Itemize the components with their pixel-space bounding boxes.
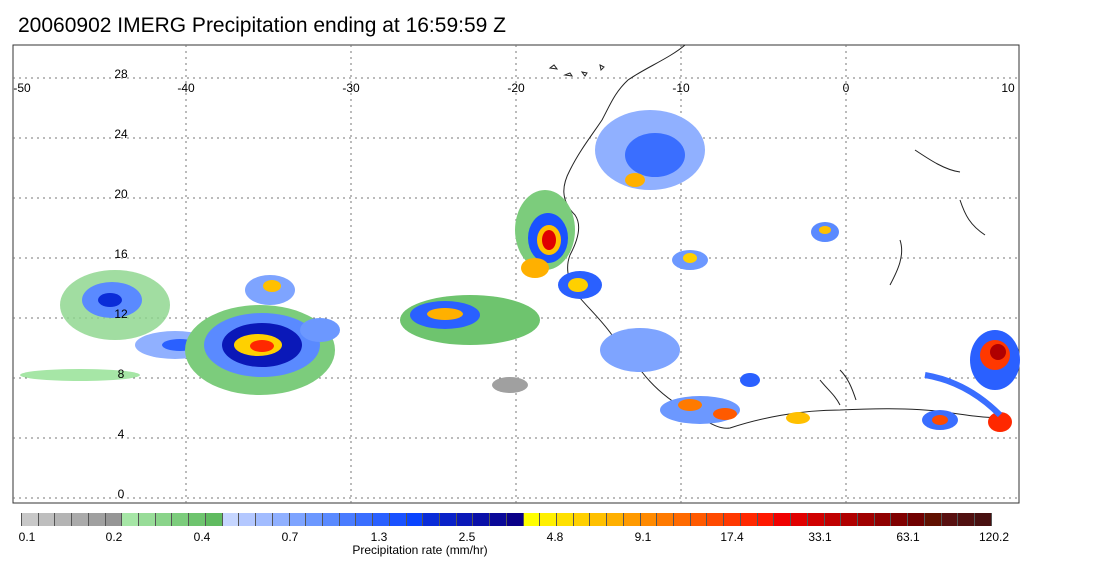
colorbar-swatch	[974, 513, 992, 526]
colorbar-swatch	[139, 513, 156, 526]
colorbar-swatch	[272, 513, 290, 526]
colorbar-swatch	[757, 513, 775, 526]
colorbar-swatch	[540, 513, 557, 526]
lon-tick-label: -20	[507, 81, 525, 95]
colorbar-swatch	[824, 513, 842, 526]
colorbar-swatch	[122, 513, 140, 526]
lon-tick-label: -50	[13, 81, 31, 95]
colorbar-swatch	[941, 513, 959, 526]
colorbar-swatch	[506, 513, 524, 526]
colorbar-swatch	[490, 513, 507, 526]
colorbar-swatch	[189, 513, 206, 526]
lon-tick-label: 0	[842, 81, 850, 95]
colorbar-swatch	[439, 513, 457, 526]
colorbar-tick-label: 0.1	[18, 530, 36, 544]
colorbar-tick-label: 2.5	[458, 530, 476, 544]
colorbar-swatch	[389, 513, 407, 526]
colorbar-swatch	[356, 513, 374, 526]
colorbar-swatch	[891, 513, 909, 526]
colorbar-swatch	[740, 513, 758, 526]
colorbar-swatch	[306, 513, 323, 526]
colorbar-swatch	[523, 513, 541, 526]
lat-tick-label: 0	[117, 487, 125, 501]
colorbar-swatch	[774, 513, 792, 526]
colorbar-swatch	[924, 513, 942, 526]
colorbar-swatch	[791, 513, 808, 526]
lon-tick-label: -10	[672, 81, 690, 95]
lat-tick-label: 28	[114, 67, 128, 81]
colorbar-label: Precipitation rate (mm/hr)	[352, 543, 488, 557]
colorbar-tick-label: 17.4	[720, 530, 744, 544]
colorbar-swatch	[373, 513, 390, 526]
colorbar-swatch	[289, 513, 307, 526]
colorbar-swatch	[674, 513, 691, 526]
lon-tick-label: 10	[1001, 81, 1015, 95]
colorbar-swatch	[573, 513, 591, 526]
colorbar-tick-label: 4.8	[546, 530, 564, 544]
colorbar-swatch	[88, 513, 106, 526]
colorbar-swatch	[707, 513, 725, 526]
lat-tick-label: 4	[117, 427, 125, 441]
lon-tick-label: -30	[342, 81, 360, 95]
colorbar-swatch	[874, 513, 892, 526]
river-lines	[819, 149, 986, 406]
colorbar-swatch	[590, 513, 608, 526]
colorbar-swatch	[38, 513, 56, 526]
lat-tick-label: 20	[114, 187, 128, 201]
africa-coastline	[563, 44, 1006, 429]
canary-islands	[548, 64, 605, 77]
colorbar-swatch	[72, 513, 89, 526]
colorbar-tick-label: 9.1	[634, 530, 652, 544]
colorbar-swatch	[657, 513, 675, 526]
colorbar-swatch	[239, 513, 257, 526]
colorbar-swatch	[155, 513, 173, 526]
map-title: 20060902 IMERG Precipitation ending at 1…	[18, 14, 506, 37]
lon-tick-label: -40	[177, 81, 195, 95]
colorbar-swatch	[690, 513, 708, 526]
colorbar-swatch	[256, 513, 273, 526]
colorbar-swatch	[807, 513, 825, 526]
colorbar-swatch	[607, 513, 624, 526]
colorbar-swatch	[423, 513, 440, 526]
colorbar-swatch	[841, 513, 858, 526]
colorbar-swatch	[473, 513, 491, 526]
colorbar-swatch	[322, 513, 340, 526]
colorbar-swatch	[724, 513, 741, 526]
colorbar-swatch	[172, 513, 190, 526]
colorbar-swatch	[557, 513, 574, 526]
colorbar-tick-label: 120.2	[978, 530, 1010, 544]
gridlines	[13, 45, 1019, 503]
colorbar-swatch	[105, 513, 123, 526]
colorbar	[21, 513, 992, 526]
lat-tick-label: 16	[114, 247, 128, 261]
colorbar-tick-label: 0.4	[193, 530, 211, 544]
colorbar-swatch	[623, 513, 641, 526]
lat-tick-label: 12	[114, 307, 128, 321]
colorbar-swatch	[857, 513, 875, 526]
colorbar-swatch	[456, 513, 474, 526]
lat-tick-label: 8	[117, 367, 125, 381]
colorbar-swatch	[55, 513, 73, 526]
colorbar-swatch	[21, 513, 39, 526]
colorbar-swatch	[339, 513, 357, 526]
colorbar-swatch	[222, 513, 240, 526]
colorbar-tick-label: 1.3	[370, 530, 388, 544]
colorbar-tick-label: 33.1	[808, 530, 832, 544]
lat-tick-label: 24	[114, 127, 128, 141]
colorbar-tick-label: 0.7	[281, 530, 299, 544]
colorbar-swatch	[205, 513, 223, 526]
colorbar-swatch	[958, 513, 975, 526]
colorbar-tick-label: 63.1	[896, 530, 920, 544]
colorbar-swatch	[908, 513, 925, 526]
colorbar-swatch	[406, 513, 424, 526]
precipitation-field	[20, 110, 1020, 432]
colorbar-swatch	[640, 513, 658, 526]
colorbar-tick-label: 0.2	[105, 530, 123, 544]
